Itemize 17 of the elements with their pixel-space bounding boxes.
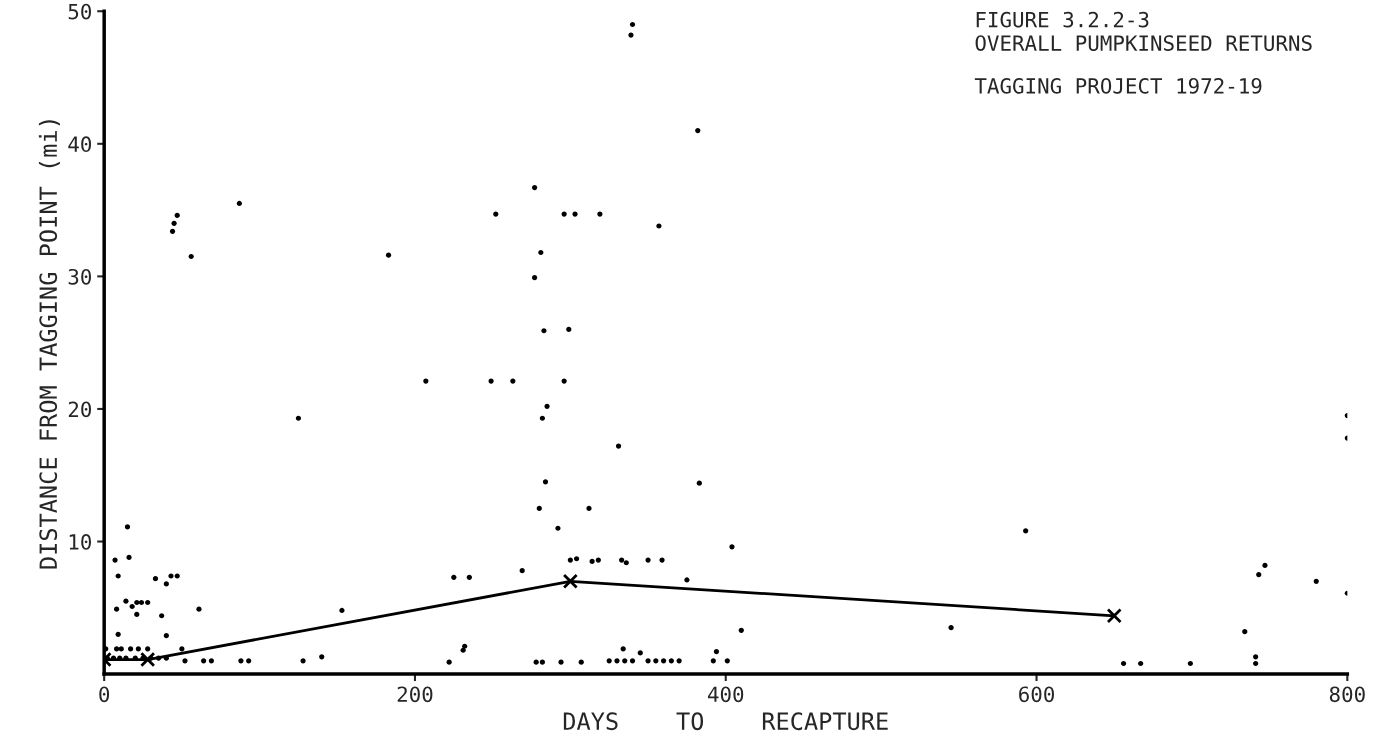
y-tick-label: 40	[68, 136, 92, 153]
x-tick-label: 0	[99, 686, 110, 703]
x-tick-label: 200	[397, 686, 433, 703]
point	[1106, 608, 1122, 624]
y-tick-label: 10	[69, 534, 92, 550]
y-tick-label: 20	[68, 401, 92, 418]
point	[562, 573, 578, 589]
y-tick-label: 50	[68, 3, 92, 20]
chart-title: FIGURE 3.2.2-3 OVERALL PUMPKINSEED RETURNS	[975, 11, 1312, 51]
x-axis-title: DAYS TO RECAPTURE	[563, 712, 888, 731]
point	[140, 651, 156, 668]
x-tick-label: 600	[1019, 686, 1054, 703]
x-tick-label: 800	[1329, 686, 1365, 703]
text: TAGGING PROJECT 1972-19	[974, 78, 1262, 94]
y-tick-label: 30	[68, 268, 92, 285]
y-axis-title: DISTANCE FROM TAGGING POINT (mi)	[38, 120, 60, 569]
x-tick-label: 400	[707, 686, 744, 703]
